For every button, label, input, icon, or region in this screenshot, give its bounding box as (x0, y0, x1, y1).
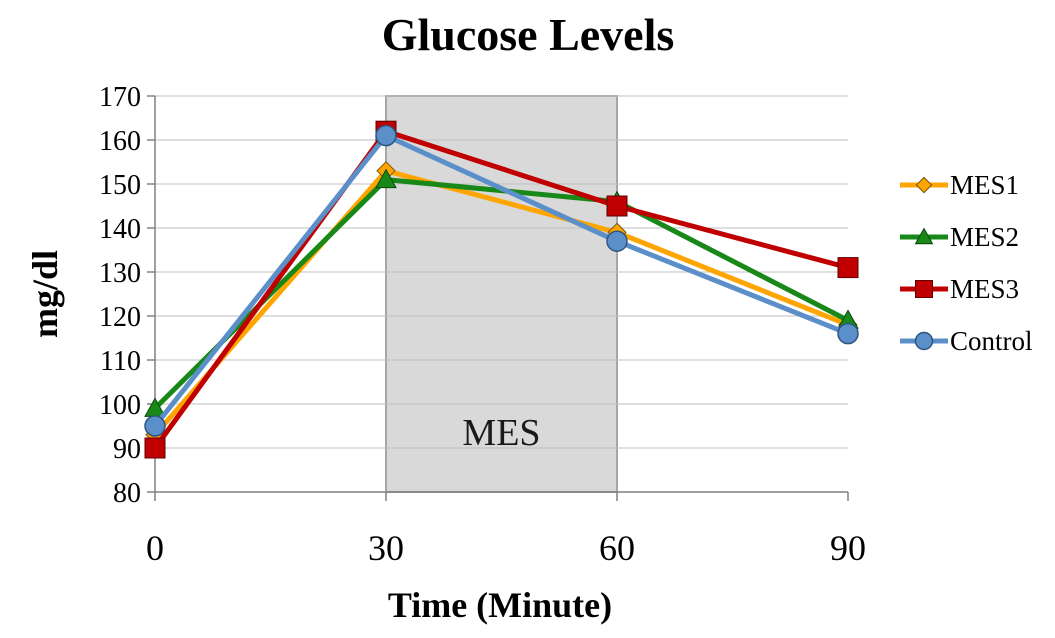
data-point-mes3 (144, 437, 166, 459)
y-tick-label: 130 (99, 258, 141, 289)
x-axis-title: Time (Minute) (388, 585, 612, 625)
chart-title: Glucose Levels (382, 9, 675, 60)
series-line-mes1 (152, 168, 851, 438)
shaded-region (385, 95, 618, 493)
legend-label-mes2: MES2 (950, 222, 1019, 252)
y-axis-title: mg/dl (25, 250, 65, 338)
y-tick-label: 170 (99, 82, 141, 113)
data-point-mes3 (606, 195, 628, 217)
y-tick-label: 100 (99, 390, 141, 421)
shaded-region-label: MES (462, 412, 540, 454)
y-tick-label: 120 (99, 302, 141, 333)
legend-label-mes3: MES3 (950, 274, 1019, 304)
legend-marker-mes1 (915, 176, 933, 194)
legend-marker-control (914, 331, 934, 351)
data-point-mes2 (375, 168, 397, 189)
y-tick-label: 150 (99, 170, 141, 201)
series-line-mes3 (152, 128, 851, 451)
y-tick-label: 110 (100, 346, 141, 377)
y-tick-label: 160 (99, 126, 141, 157)
data-point-control (144, 415, 166, 437)
x-tick-label: 90 (830, 528, 866, 568)
y-tick-label: 140 (99, 214, 141, 245)
data-point-control (375, 124, 397, 147)
y-tick-label: 80 (113, 478, 141, 509)
data-point-control (606, 230, 628, 252)
legend-label-mes1: MES1 (950, 170, 1019, 200)
y-tick-label: 90 (113, 434, 141, 465)
data-point-control (837, 322, 859, 345)
plot-area: MES 80 90 100 110 120 130 140 150 160 170 0 30 60 90 (99, 82, 866, 568)
legend-marker-mes3 (915, 280, 933, 298)
data-point-mes3 (837, 257, 859, 279)
x-tick-label: 0 (146, 528, 164, 568)
x-tick-label: 30 (368, 528, 404, 568)
legend-marker-mes2 (914, 227, 934, 245)
legend-label-control: Control (950, 326, 1033, 356)
legend: MES1 MES2 MES3 Control (900, 170, 1033, 356)
series-line-control (152, 133, 851, 429)
x-tick-label: 60 (599, 528, 635, 568)
